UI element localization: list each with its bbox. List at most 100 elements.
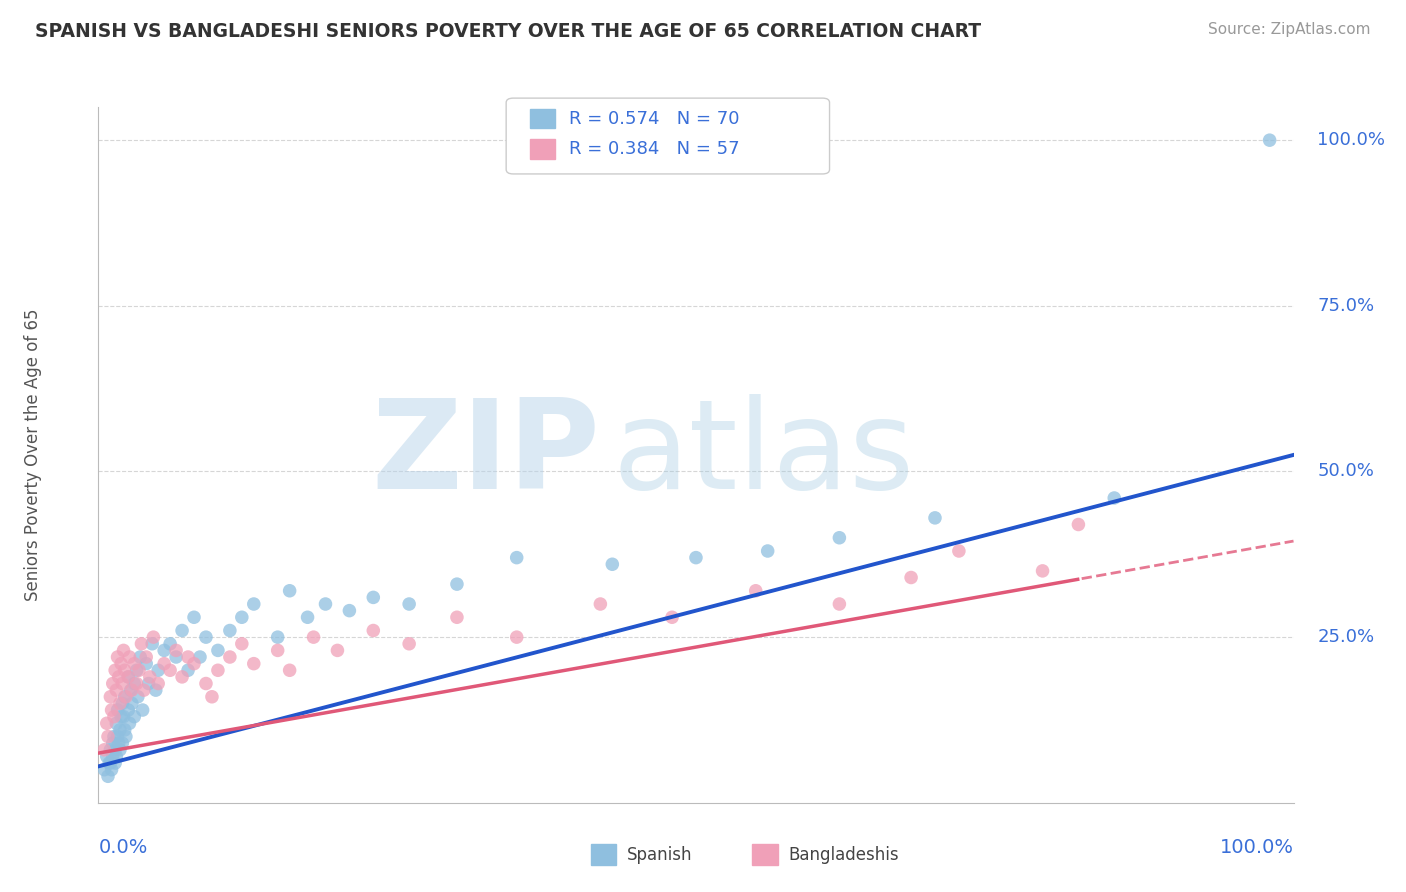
Point xyxy=(105,716,128,731)
Point xyxy=(446,577,468,591)
Point xyxy=(97,730,120,744)
Text: 100.0%: 100.0% xyxy=(1317,131,1385,149)
Point xyxy=(111,736,134,750)
Text: R = 0.384   N = 57: R = 0.384 N = 57 xyxy=(569,140,740,158)
Point xyxy=(745,583,768,598)
Text: SPANISH VS BANGLADESHI SENIORS POVERTY OVER THE AGE OF 65 CORRELATION CHART: SPANISH VS BANGLADESHI SENIORS POVERTY O… xyxy=(35,22,981,41)
Point xyxy=(110,709,132,723)
Point xyxy=(231,637,253,651)
Point xyxy=(756,544,779,558)
Point xyxy=(127,690,149,704)
Point xyxy=(132,683,155,698)
Text: 0.0%: 0.0% xyxy=(98,838,148,856)
Point xyxy=(121,697,143,711)
Point xyxy=(159,637,181,651)
Text: Source: ZipAtlas.com: Source: ZipAtlas.com xyxy=(1208,22,1371,37)
Point xyxy=(108,743,131,757)
Point xyxy=(398,597,420,611)
Text: atlas: atlas xyxy=(612,394,914,516)
Point xyxy=(278,583,301,598)
Point xyxy=(124,709,146,723)
Point xyxy=(159,663,181,677)
Point xyxy=(114,663,136,677)
Point xyxy=(231,610,253,624)
Point xyxy=(115,730,138,744)
Point xyxy=(117,670,139,684)
Point xyxy=(138,676,160,690)
Point xyxy=(135,650,157,665)
Point xyxy=(114,690,136,704)
Text: Spanish: Spanish xyxy=(627,846,693,863)
Point xyxy=(118,650,141,665)
Point xyxy=(398,637,420,651)
Point xyxy=(110,657,132,671)
Point xyxy=(112,709,135,723)
Point xyxy=(828,597,851,611)
Text: Bangladeshis: Bangladeshis xyxy=(789,846,900,863)
Point xyxy=(98,756,122,770)
Point xyxy=(148,663,170,677)
Point xyxy=(107,670,129,684)
Point xyxy=(267,643,290,657)
Point xyxy=(129,650,152,665)
Point xyxy=(121,683,143,698)
Point xyxy=(96,716,118,731)
Point xyxy=(183,657,205,671)
Text: Seniors Poverty Over the Age of 65: Seniors Poverty Over the Age of 65 xyxy=(24,309,42,601)
Point xyxy=(139,670,162,684)
Point xyxy=(188,650,211,665)
Point xyxy=(506,630,529,644)
Point xyxy=(183,610,205,624)
Point xyxy=(111,697,134,711)
Point xyxy=(219,624,242,638)
Point xyxy=(165,650,187,665)
Text: R = 0.574   N = 70: R = 0.574 N = 70 xyxy=(569,110,740,128)
Point xyxy=(148,676,170,690)
Point xyxy=(177,663,200,677)
Point xyxy=(201,690,224,704)
Point xyxy=(900,570,922,584)
Point xyxy=(101,676,124,690)
Point xyxy=(124,676,146,690)
Point xyxy=(315,597,337,611)
Point xyxy=(600,558,623,572)
Point xyxy=(104,663,127,677)
Point xyxy=(506,550,529,565)
Text: ZIP: ZIP xyxy=(371,394,600,516)
Text: 100.0%: 100.0% xyxy=(1219,838,1294,856)
Point xyxy=(131,637,153,651)
Point xyxy=(107,736,129,750)
Point xyxy=(1102,491,1125,505)
Point xyxy=(105,683,128,698)
Point xyxy=(101,736,124,750)
Point xyxy=(131,703,153,717)
Point xyxy=(100,763,122,777)
Point xyxy=(118,716,141,731)
Point xyxy=(108,723,131,737)
Point xyxy=(165,643,187,657)
Point xyxy=(125,663,148,677)
Point xyxy=(97,769,120,783)
Point xyxy=(112,643,135,657)
Point xyxy=(135,657,157,671)
Point xyxy=(100,703,122,717)
Point xyxy=(142,630,165,644)
Point xyxy=(153,657,176,671)
Text: 75.0%: 75.0% xyxy=(1317,297,1375,315)
Point xyxy=(98,743,122,757)
Point xyxy=(141,637,163,651)
Point xyxy=(243,597,266,611)
Point xyxy=(948,544,970,558)
Point xyxy=(194,630,217,644)
Point xyxy=(302,630,325,644)
Point xyxy=(661,610,683,624)
Point xyxy=(1067,517,1090,532)
Point xyxy=(363,591,385,605)
Point xyxy=(207,663,229,677)
Point xyxy=(1258,133,1281,147)
Point xyxy=(117,703,139,717)
Point xyxy=(117,670,139,684)
Point xyxy=(267,630,290,644)
Point xyxy=(124,657,146,671)
Point xyxy=(337,604,360,618)
